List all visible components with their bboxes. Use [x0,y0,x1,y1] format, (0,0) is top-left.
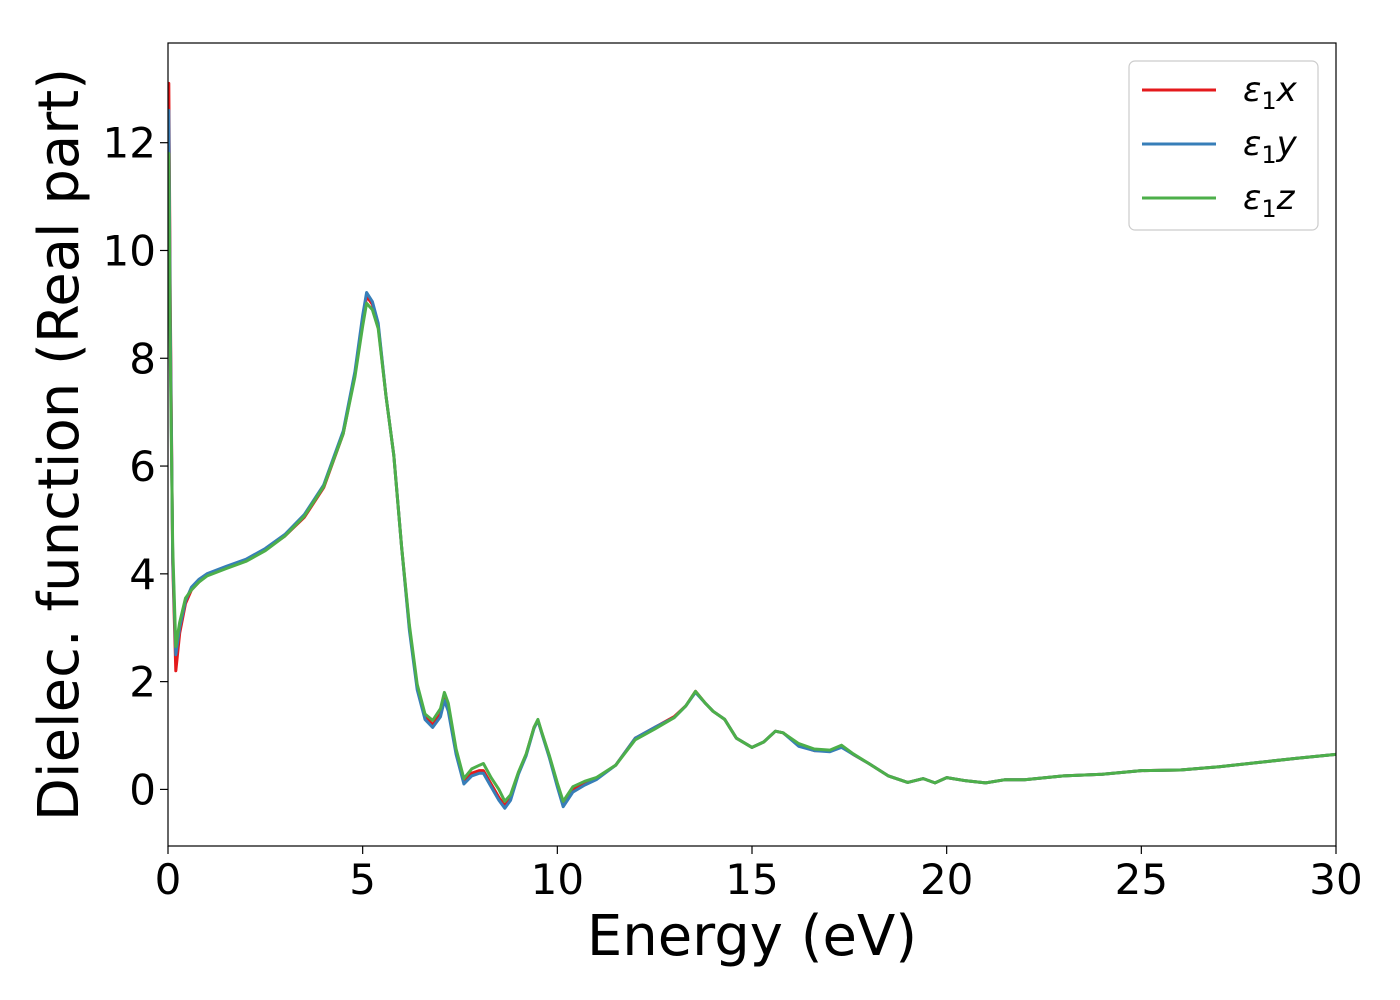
series-line-z [168,152,1336,803]
legend-item-z: ε1z [1142,178,1296,223]
legend: ε1x ε1y ε1z [1128,60,1319,231]
legend-label: ε1y [1243,124,1298,169]
legend-item-x: ε1x [1142,70,1298,115]
y-tick-label: 4 [129,550,156,599]
legend-box [1128,60,1319,231]
series-layer [168,81,1336,810]
y-tick-label: 10 [103,226,156,275]
x-axis-title: Energy (eV) [587,904,917,969]
y-axis-ticks: 0 2 4 6 8 10 12 [103,119,168,814]
y-tick-label: 12 [103,119,156,168]
x-tick-label: 20 [920,855,973,904]
y-tick-label: 0 [129,765,156,814]
x-axis-ticks: 0 5 10 15 20 25 30 [155,846,1363,904]
y-axis-title: Dielec. function (Real part) [27,68,92,821]
y-tick-label: 6 [129,442,156,491]
legend-item-y: ε1y [1142,124,1298,169]
x-tick-label: 25 [1115,855,1168,904]
x-tick-label: 5 [349,855,376,904]
x-tick-label: 10 [531,855,584,904]
y-tick-label: 2 [129,658,156,707]
x-tick-label: 15 [725,855,778,904]
x-tick-label: 0 [155,855,182,904]
y-tick-label: 8 [129,334,156,383]
legend-label: ε1x [1243,70,1298,115]
x-tick-label: 30 [1309,855,1362,904]
legend-label: ε1z [1243,178,1296,223]
